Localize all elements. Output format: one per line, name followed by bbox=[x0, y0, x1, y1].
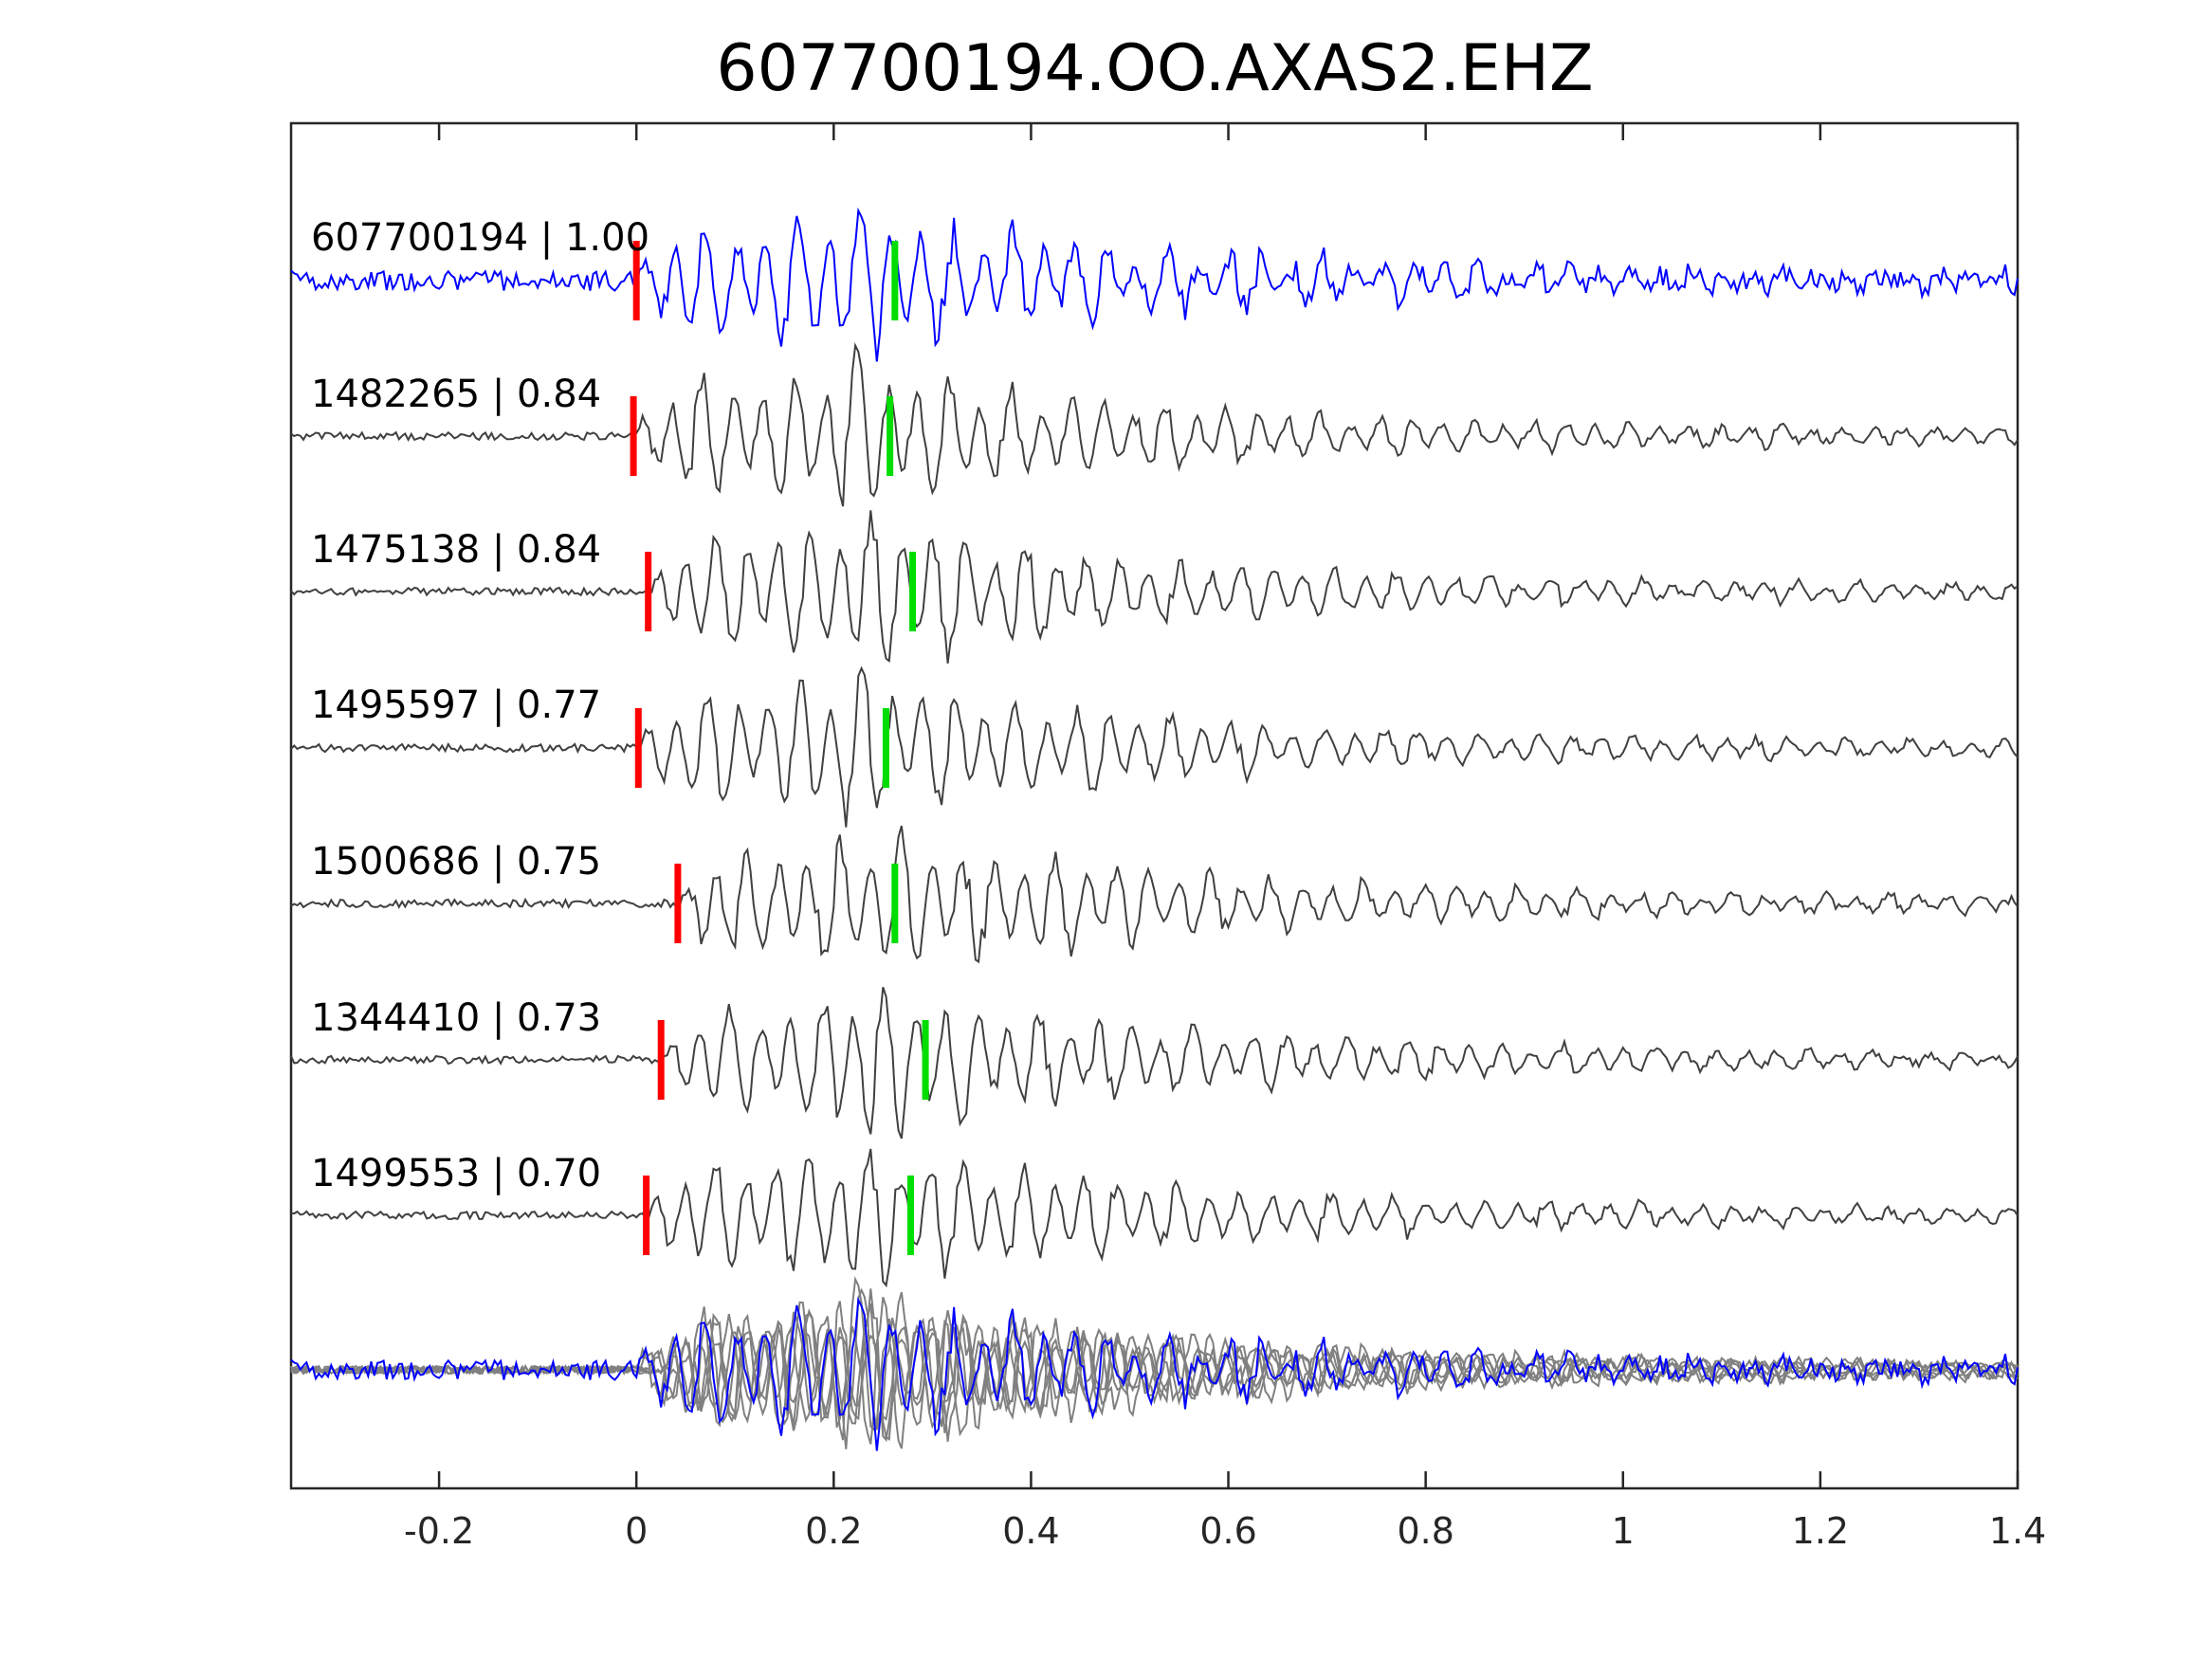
trace-label-1475138: 1475138 | 0.84 bbox=[311, 528, 601, 572]
x-tick-label: -0.2 bbox=[404, 1510, 474, 1552]
x-axis: -0.2 0 0.2 0.4 0.6 0.8 1 1.2 1.4 bbox=[404, 123, 2046, 1552]
phase-picks bbox=[630, 241, 929, 1255]
trace-label-1482265: 1482265 | 0.84 bbox=[311, 373, 601, 416]
trace-line-1482265 bbox=[290, 342, 2019, 507]
x-tick-label: 0.2 bbox=[805, 1510, 862, 1552]
x-tick-label: 0.6 bbox=[1199, 1510, 1256, 1552]
trace-line-607700194 bbox=[290, 207, 2019, 362]
trace-labels: 607700194 | 1.00 1482265 | 0.84 1475138 | … bbox=[311, 216, 649, 1195]
x-tick-label: 0.4 bbox=[1002, 1510, 1059, 1552]
trace-label-1500686: 1500686 | 0.75 bbox=[311, 840, 601, 884]
trace-label-1495597: 1495597 | 0.77 bbox=[311, 684, 601, 727]
trace-line-1495597 bbox=[290, 665, 2019, 828]
x-tick-label: 0 bbox=[625, 1510, 648, 1552]
axes-box bbox=[289, 121, 2020, 1490]
trace-line-1499553 bbox=[290, 1148, 2019, 1288]
chart-title: 607700194.OO.AXAS2.EHZ bbox=[716, 31, 1593, 106]
waveform-traces bbox=[290, 207, 2019, 1288]
x-tick-label: 1 bbox=[1612, 1510, 1635, 1552]
trace-label-1344410: 1344410 | 0.73 bbox=[311, 996, 601, 1040]
x-tick-label: 1.4 bbox=[1989, 1510, 2046, 1552]
trace-line-1500686 bbox=[290, 825, 2019, 964]
trace-label-1499553: 1499553 | 0.70 bbox=[311, 1152, 601, 1195]
trace-line-1475138 bbox=[290, 510, 2019, 664]
overlay-trace-1499553 bbox=[290, 1303, 2019, 1443]
trace-label-607700194: 607700194 | 1.00 bbox=[311, 216, 649, 260]
overlay-stack bbox=[290, 1276, 2019, 1451]
x-tick-label: 1.2 bbox=[1792, 1510, 1849, 1552]
overlay-trace-607700194 bbox=[290, 1296, 2019, 1451]
x-tick-label: 0.8 bbox=[1397, 1510, 1453, 1552]
trace-line-1344410 bbox=[290, 986, 2019, 1139]
